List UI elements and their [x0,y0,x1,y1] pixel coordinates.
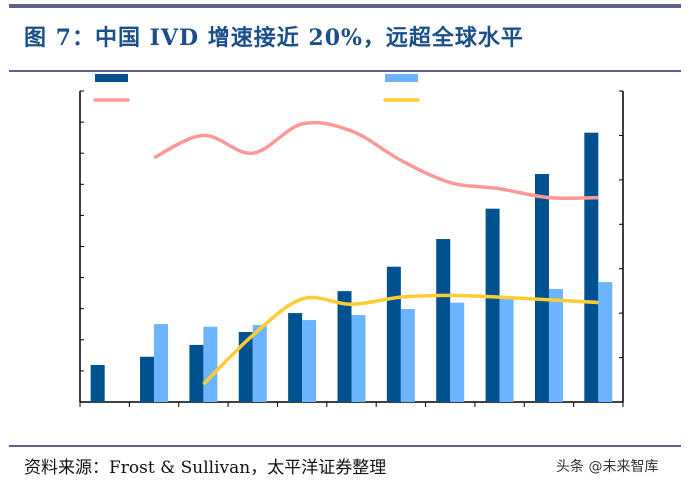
global-bar [154,324,169,402]
top-rule [9,4,681,8]
china-bar [485,208,500,402]
legend-swatch [385,74,418,82]
china-bar [436,239,451,402]
china-bar [337,291,352,402]
global-bar [302,320,317,402]
legend-swatch [95,74,128,82]
global-bar [598,282,613,402]
global-bar [351,315,366,402]
china-bar [189,344,204,402]
global-bar [548,288,563,402]
global-bar [499,297,514,402]
global-yoy-line [202,293,599,386]
global-bar [450,302,465,402]
china-bar [90,364,105,402]
china-bar [584,132,599,402]
source-note: 资料来源：Frost & Sullivan，太平洋证券整理 [24,458,387,478]
china-bar [140,356,155,402]
china-bar [534,174,549,402]
global-bar [203,326,218,402]
watermark: 头条 @未来智库 [556,459,659,475]
title-rule [9,70,681,72]
chart [79,74,624,407]
global-bar [252,325,267,402]
figure-title: 图 7：中国 IVD 增速接近 20%，远超全球水平 [24,25,524,51]
china-bar [288,313,303,402]
global-bar [400,309,415,402]
china-bar [386,266,401,402]
china-yoy-line [153,120,599,201]
source-rule [9,445,681,447]
china-bar [238,332,253,402]
